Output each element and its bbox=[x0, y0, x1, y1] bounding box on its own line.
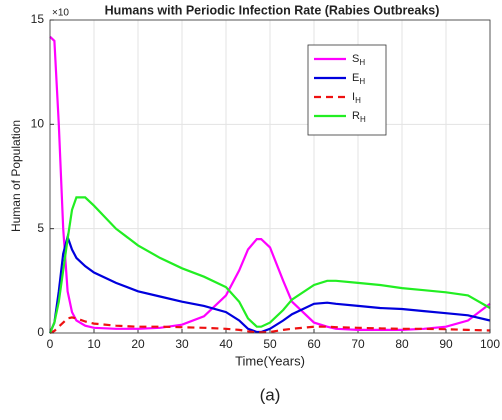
series-line bbox=[49, 316, 491, 334]
legend-label: EH bbox=[352, 72, 365, 86]
x-tick-label: 0 bbox=[47, 337, 54, 351]
legend-label: RH bbox=[352, 110, 366, 124]
x-tick-label: 80 bbox=[395, 337, 409, 351]
x-tick-label: 40 bbox=[219, 337, 233, 351]
y-exponent: ×10 bbox=[52, 8, 69, 19]
chart-title: Humans with Periodic Infection Rate (Rab… bbox=[105, 3, 440, 17]
legend-label: IH bbox=[352, 91, 361, 105]
y-tick-label: 5 bbox=[37, 221, 44, 235]
x-tick-label: 20 bbox=[131, 337, 145, 351]
x-tick-label: 70 bbox=[351, 337, 365, 351]
y-axis-label: Human of Population bbox=[9, 120, 23, 232]
y-tick-label: 10 bbox=[31, 117, 45, 131]
legend-label: SH bbox=[352, 53, 365, 67]
x-tick-label: 90 bbox=[439, 337, 453, 351]
series-line bbox=[48, 233, 491, 334]
axes-box bbox=[49, 19, 491, 334]
series-line bbox=[49, 35, 491, 331]
x-tick-label: 60 bbox=[307, 337, 321, 351]
x-tick-label: 10 bbox=[87, 337, 101, 351]
caption: (a) bbox=[260, 385, 281, 404]
series-line bbox=[48, 196, 491, 334]
x-tick-label: 100 bbox=[480, 337, 500, 351]
y-tick-label: 0 bbox=[37, 325, 44, 339]
y-tick-label: 15 bbox=[31, 12, 45, 26]
x-tick-label: 30 bbox=[175, 337, 189, 351]
x-tick-label: 50 bbox=[263, 337, 277, 351]
x-axis-label: Time(Years) bbox=[235, 353, 305, 368]
